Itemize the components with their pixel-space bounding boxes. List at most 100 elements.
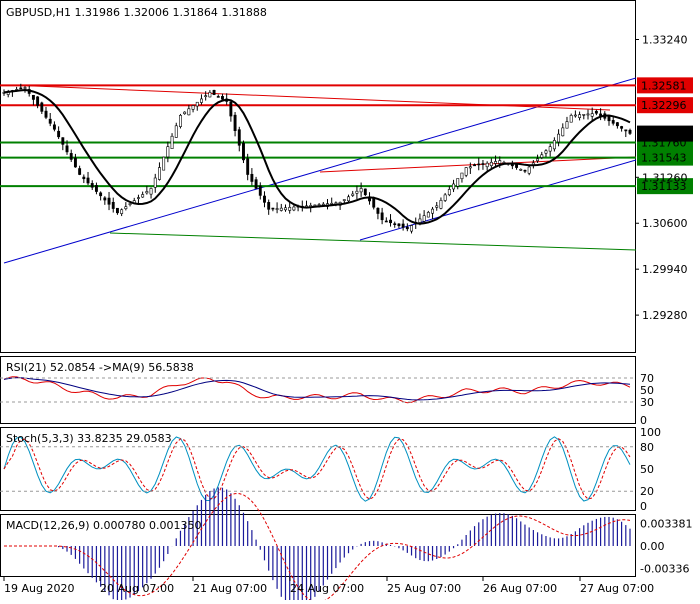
time-tick-label: 25 Aug 07:00 xyxy=(387,582,461,595)
candle-body xyxy=(216,96,220,98)
current-price-tag xyxy=(637,125,693,142)
stoch-tick-label: 0 xyxy=(640,500,647,513)
candle-body xyxy=(136,197,140,199)
candle-body xyxy=(594,110,598,114)
candle-body xyxy=(342,199,346,201)
candle-body xyxy=(393,223,397,226)
candle-body xyxy=(279,207,283,211)
price-tick-label: 1.30600 xyxy=(642,217,688,230)
candle-body xyxy=(61,137,65,145)
price-tick-label: 1.29280 xyxy=(642,309,688,322)
candle-body xyxy=(456,178,460,187)
candle-body xyxy=(561,127,565,137)
candle-body xyxy=(208,92,212,98)
stoch-tick-label: 80 xyxy=(640,441,654,454)
candle-body xyxy=(443,194,447,201)
candle-body xyxy=(481,163,485,165)
candle-body xyxy=(473,164,476,167)
candle-body xyxy=(23,87,27,89)
candle-body xyxy=(275,208,279,210)
candle-body xyxy=(498,160,502,164)
candle-body xyxy=(468,166,472,169)
rsi-tick-label: 70 xyxy=(640,372,654,385)
candle-body xyxy=(82,176,86,180)
candle-body xyxy=(578,114,582,118)
candle-body xyxy=(174,125,178,138)
candle-body xyxy=(439,200,443,209)
time-tick-label: 21 Aug 07:00 xyxy=(193,582,267,595)
macd-title: MACD(12,26,9) 0.000780 0.001350 xyxy=(6,519,202,532)
candle-body xyxy=(380,212,384,221)
candle-body xyxy=(99,192,103,197)
candle-body xyxy=(212,89,216,95)
price-level-label: 1.31133 xyxy=(641,180,687,193)
candle-body xyxy=(569,115,573,123)
candle-body xyxy=(69,153,73,160)
candle-body xyxy=(258,185,262,196)
candle-body xyxy=(607,116,611,122)
candle-body xyxy=(359,188,363,193)
candle-body xyxy=(347,196,350,202)
moving-average-line xyxy=(3,88,631,225)
candle-body xyxy=(620,126,624,129)
candle-body xyxy=(52,124,56,130)
candle-body xyxy=(565,121,569,129)
candle-body xyxy=(590,113,594,117)
candle-body xyxy=(355,190,359,194)
price-level-tag xyxy=(637,97,693,114)
rsi-tick-label: 0 xyxy=(640,414,647,427)
candle-body xyxy=(115,207,119,214)
stoch-tick-label: 50 xyxy=(640,463,654,476)
candle-body xyxy=(401,223,405,228)
candle-body xyxy=(267,202,271,210)
candle-body xyxy=(78,168,82,175)
candle-body xyxy=(405,226,409,230)
candle-body xyxy=(557,133,561,143)
price-level-tag xyxy=(637,77,693,94)
candle-body xyxy=(263,195,266,203)
candle-body xyxy=(452,183,455,190)
candle-body xyxy=(250,173,254,182)
time-tick-label: 19 Aug 2020 xyxy=(4,582,74,595)
candle-body xyxy=(73,157,77,168)
candle-body xyxy=(426,212,430,218)
candle-body xyxy=(246,158,250,175)
macd-tick-label: 0.003381 xyxy=(640,517,693,530)
candle-body xyxy=(519,169,523,171)
candle-body xyxy=(384,220,388,223)
candle-body xyxy=(204,95,208,97)
rsi-panel xyxy=(0,376,636,404)
axes: 1.33240 1.31260 1.30600 1.29940 1.29280 19 Au… xyxy=(3,33,693,595)
symbol-header: GBPUSD,H1 1.31986 1.32006 1.31864 1.3188… xyxy=(6,6,267,19)
candle-body xyxy=(44,110,48,118)
lower-trend-line xyxy=(109,232,637,251)
price-panel-frame xyxy=(0,0,636,353)
candle-body xyxy=(221,96,224,100)
candle-body xyxy=(573,114,577,117)
candle-body xyxy=(158,167,161,180)
candle-body xyxy=(288,207,292,211)
rsi-panel-frame xyxy=(0,356,636,424)
candle-body xyxy=(292,206,296,211)
rsi-tick-label: 50 xyxy=(640,384,654,397)
time-tick-label: 27 Aug 07:00 xyxy=(580,582,654,595)
candle-body xyxy=(103,197,107,201)
price-level-tag xyxy=(637,149,693,166)
rsi-tick-label: 30 xyxy=(640,396,654,409)
macd-panel xyxy=(4,487,631,604)
candle-body xyxy=(540,154,544,158)
candle-body xyxy=(86,177,90,184)
candle-body xyxy=(191,105,195,110)
macd-panel-frame xyxy=(0,514,636,577)
stoch-tick-label: 100 xyxy=(640,426,661,439)
channel-lower-line xyxy=(359,159,637,241)
price-level-tag xyxy=(637,178,693,195)
rsi-signal-line xyxy=(3,377,631,401)
candle-body xyxy=(90,183,94,188)
candle-body xyxy=(628,129,632,134)
candle-body xyxy=(166,146,170,158)
candle-body xyxy=(195,101,199,107)
candle-body xyxy=(410,225,413,232)
macd-tick-label: -0.00336 xyxy=(640,562,689,575)
candle-body xyxy=(523,169,527,172)
